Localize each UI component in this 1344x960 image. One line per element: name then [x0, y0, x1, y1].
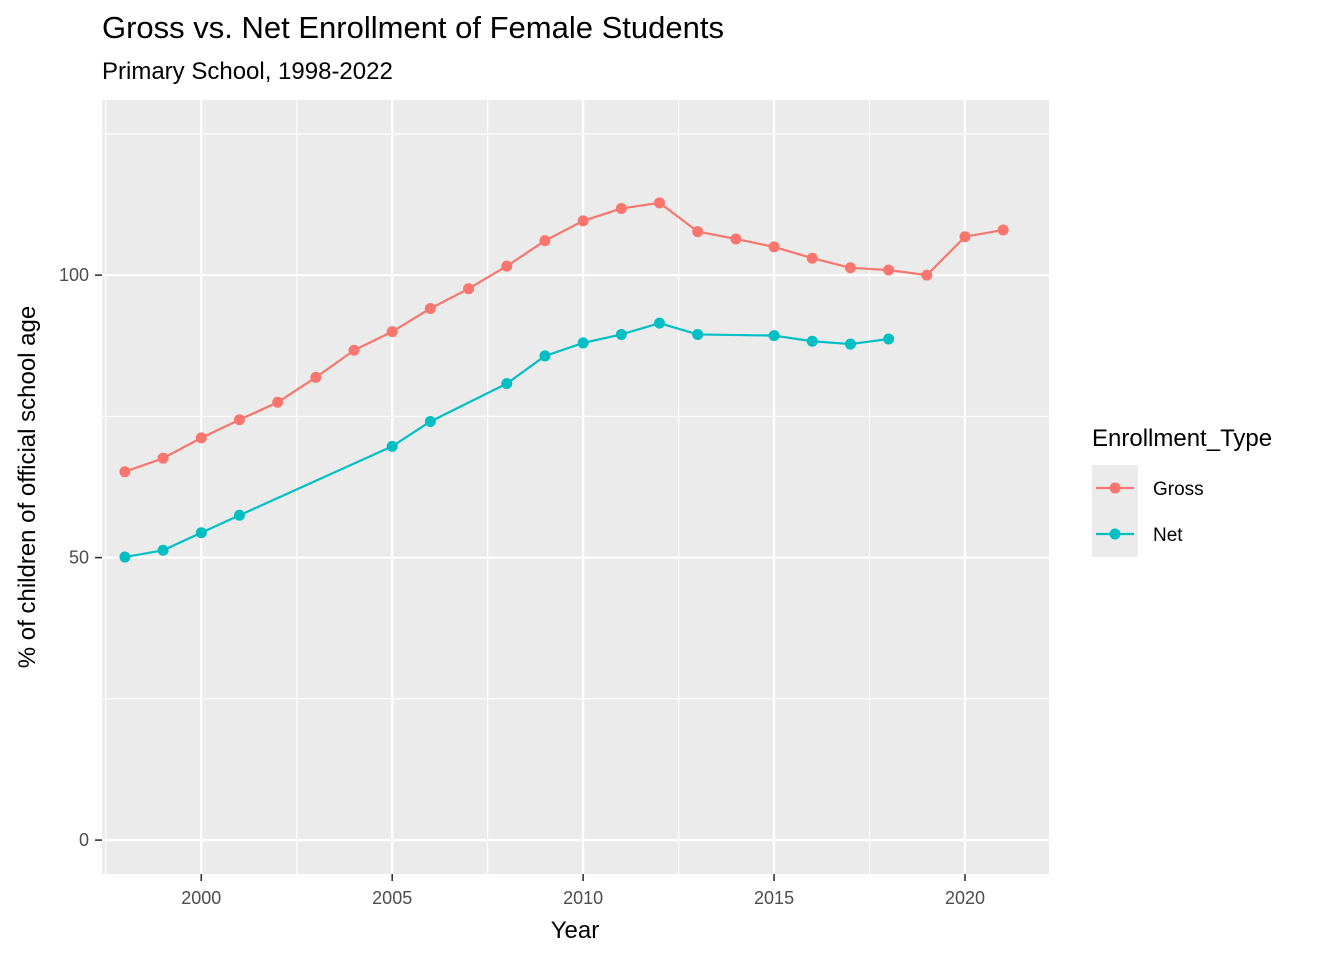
- data-point-net: [768, 330, 780, 342]
- data-point-gross: [615, 202, 627, 214]
- data-point-gross: [692, 226, 704, 238]
- data-point-gross: [959, 231, 971, 243]
- data-point-net: [692, 328, 704, 340]
- data-point-net: [233, 509, 245, 521]
- data-point-net: [615, 328, 627, 340]
- data-point-net: [424, 415, 436, 427]
- legend-label-net: Net: [1153, 525, 1183, 546]
- data-point-gross: [501, 260, 513, 272]
- plot-panel: [102, 100, 1049, 874]
- data-point-gross: [883, 264, 895, 276]
- data-point-gross: [539, 235, 551, 247]
- data-point-gross: [233, 414, 245, 426]
- x-tick-label: 2000: [181, 888, 221, 908]
- data-point-net: [119, 551, 131, 563]
- x-tick-label: 2015: [754, 888, 794, 908]
- legend-key-point: [1109, 528, 1121, 540]
- series-line-net: [124, 322, 889, 559]
- series-line-gross: [124, 201, 1004, 473]
- data-point-gross: [272, 396, 284, 408]
- data-point-gross: [730, 233, 742, 245]
- grid-major: [102, 100, 1049, 874]
- data-point-net: [806, 335, 818, 347]
- series-points: [119, 197, 1009, 563]
- data-point-gross: [654, 197, 666, 209]
- y-tick-label: 100: [59, 265, 89, 285]
- legend-key-point: [1109, 482, 1121, 494]
- data-point-net: [157, 544, 169, 556]
- data-point-gross: [997, 224, 1009, 236]
- data-point-gross: [195, 432, 207, 444]
- tick-labels: 2000 2005 2010 2015 2020 0 50 100: [59, 265, 985, 908]
- data-point-net: [844, 338, 856, 350]
- data-point-gross: [921, 269, 933, 281]
- legend-item-gross: Gross: [1092, 465, 1204, 511]
- data-point-gross: [119, 466, 131, 478]
- data-point-net: [654, 317, 666, 329]
- data-point-gross: [424, 302, 436, 314]
- legend-title: Enrollment_Type: [1092, 425, 1272, 452]
- data-point-gross: [844, 262, 856, 274]
- data-point-gross: [386, 326, 398, 338]
- data-point-net: [386, 440, 398, 452]
- legend: Enrollment_Type Gross Net: [1092, 425, 1272, 557]
- data-point-gross: [310, 371, 322, 383]
- data-point-net: [577, 337, 589, 349]
- y-tick-label: 0: [79, 830, 89, 850]
- data-point-gross: [463, 283, 475, 295]
- chart-subtitle: Primary School, 1998-2022: [102, 58, 393, 85]
- axis-ticks: [95, 274, 966, 881]
- data-point-net: [539, 350, 551, 362]
- data-point-gross: [768, 241, 780, 253]
- x-axis-title: Year: [551, 917, 600, 944]
- y-tick-label: 50: [69, 548, 89, 568]
- data-point-gross: [577, 215, 589, 227]
- data-point-gross: [157, 452, 169, 464]
- legend-item-net: Net: [1092, 511, 1183, 557]
- x-tick-label: 2020: [945, 888, 985, 908]
- data-point-net: [501, 378, 513, 390]
- series-lines: [124, 201, 1004, 559]
- x-tick-label: 2010: [563, 888, 603, 908]
- grid-minor: [102, 100, 1049, 874]
- chart-title: Gross vs. Net Enrollment of Female Stude…: [102, 10, 724, 45]
- data-point-gross: [806, 252, 818, 264]
- data-point-gross: [348, 344, 360, 356]
- y-axis-title: % of children of official school age: [14, 306, 41, 668]
- data-point-net: [195, 527, 207, 539]
- data-point-net: [883, 333, 895, 345]
- x-tick-label: 2005: [372, 888, 412, 908]
- legend-label-gross: Gross: [1153, 479, 1204, 500]
